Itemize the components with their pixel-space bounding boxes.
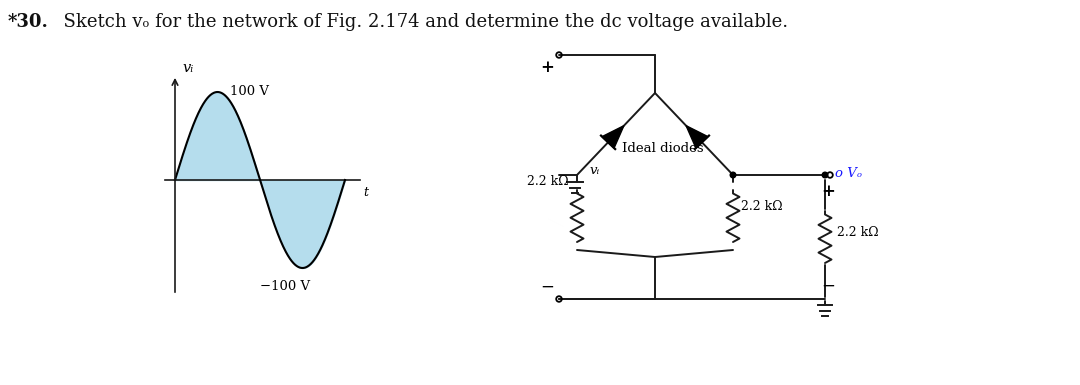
Text: 100 V: 100 V xyxy=(230,85,269,98)
Text: −100 V: −100 V xyxy=(260,280,310,293)
Text: +: + xyxy=(540,59,554,75)
Text: −: − xyxy=(821,278,835,295)
Text: +: + xyxy=(821,184,835,201)
Text: 2.2 kΩ: 2.2 kΩ xyxy=(837,226,879,238)
Polygon shape xyxy=(686,126,707,148)
Polygon shape xyxy=(602,126,624,148)
Text: *30.: *30. xyxy=(8,13,49,31)
Text: −: − xyxy=(540,278,554,296)
Circle shape xyxy=(822,172,827,178)
Circle shape xyxy=(730,172,735,178)
Text: 2.2 kΩ: 2.2 kΩ xyxy=(741,199,783,213)
Text: vᵢ: vᵢ xyxy=(589,164,599,176)
Text: t: t xyxy=(363,186,368,199)
Text: Ideal diodes: Ideal diodes xyxy=(622,142,704,154)
Text: 2.2 kΩ: 2.2 kΩ xyxy=(527,174,569,187)
Text: Sketch vₒ for the network of Fig. 2.174 and determine the dc voltage available.: Sketch vₒ for the network of Fig. 2.174 … xyxy=(52,13,788,31)
Text: o Vₒ: o Vₒ xyxy=(835,166,862,179)
Text: vᵢ: vᵢ xyxy=(183,61,193,75)
